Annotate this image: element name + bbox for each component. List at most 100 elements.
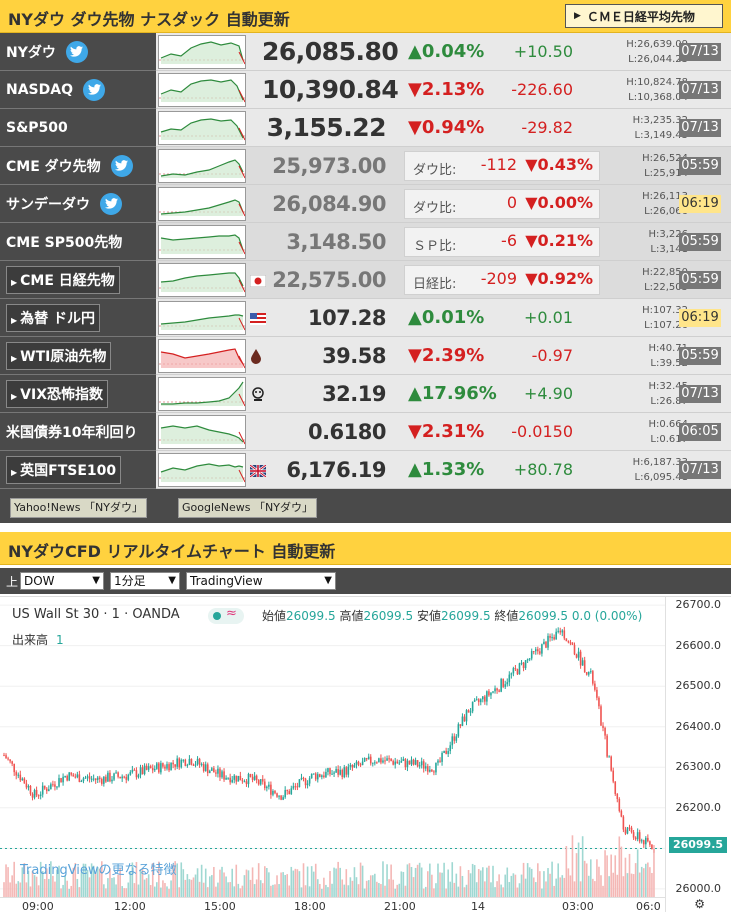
candle-body bbox=[123, 776, 126, 778]
sparkline-chart[interactable] bbox=[158, 149, 246, 183]
volume-bar bbox=[473, 865, 476, 897]
quote-label[interactable]: サンデーダウ bbox=[0, 185, 156, 223]
chart-section-title: NYダウCFD リアルタイムチャート 自動更新 bbox=[8, 542, 336, 561]
quote-label[interactable]: NYダウ bbox=[0, 33, 156, 71]
quote-label[interactable]: ▶ CME 日経先物 bbox=[0, 261, 156, 299]
low-value: L:26,044.23 bbox=[628, 54, 688, 65]
price-chart-canvas[interactable] bbox=[0, 597, 665, 897]
volume-bar bbox=[530, 868, 533, 897]
sparkline-chart[interactable] bbox=[158, 187, 246, 221]
quote-label[interactable]: ▶ 英国FTSE100 bbox=[0, 451, 156, 489]
high-low: H:6,187.33 L:6,095.41 bbox=[598, 455, 688, 485]
source-select[interactable]: TradingView ▼ bbox=[186, 572, 336, 590]
twitter-icon[interactable] bbox=[65, 40, 88, 63]
volume-bar bbox=[571, 835, 574, 897]
gear-icon[interactable]: ⚙ bbox=[694, 897, 705, 911]
volume-bar bbox=[506, 867, 509, 897]
high-value: H:6,187.33 bbox=[632, 457, 688, 468]
candle-body bbox=[443, 750, 445, 753]
candle-body bbox=[398, 762, 401, 764]
volume-bar bbox=[618, 836, 621, 897]
quote-label[interactable]: CME ダウ先物 bbox=[0, 147, 156, 185]
candle-body bbox=[231, 779, 233, 783]
quote-label-box[interactable]: ▶ VIX恐怖指数 bbox=[6, 379, 108, 408]
candle-body bbox=[496, 688, 498, 691]
candle-body bbox=[518, 663, 521, 675]
quote-label[interactable]: ▶ VIX恐怖指数 bbox=[0, 375, 156, 413]
candle-body bbox=[410, 759, 413, 765]
position-label: 上 bbox=[6, 575, 19, 589]
sparkline-chart[interactable] bbox=[158, 225, 246, 259]
quote-label[interactable]: NASDAQ bbox=[0, 71, 156, 109]
candle-body bbox=[590, 671, 592, 673]
volume-bar bbox=[384, 885, 386, 897]
volume-bar bbox=[227, 882, 229, 897]
candle-body bbox=[461, 716, 464, 726]
google-news-button[interactable]: GoogleNews 「NYダウ」 bbox=[178, 498, 317, 518]
candle-body bbox=[606, 735, 608, 757]
quote-label[interactable]: 米国債券10年利回り bbox=[0, 413, 156, 451]
volume-bar bbox=[225, 876, 227, 897]
sparkline-chart[interactable] bbox=[158, 301, 246, 335]
high-label: 高値 bbox=[339, 609, 364, 623]
volume-bar bbox=[378, 883, 380, 897]
symbol-select[interactable]: DOW ▼ bbox=[20, 572, 104, 590]
high-low: H:22,850 L:22,505 bbox=[598, 265, 688, 295]
quote-label[interactable]: ▶ WTI原油先物 bbox=[0, 337, 156, 375]
volume-bar bbox=[596, 859, 598, 897]
diff-label: ＳＰ比: bbox=[413, 239, 457, 254]
candle-body bbox=[390, 758, 392, 761]
candle-body bbox=[160, 763, 162, 773]
candle-body bbox=[465, 710, 468, 722]
quote-label-box[interactable]: ▶ CME 日経先物 bbox=[6, 265, 120, 294]
volume-bar bbox=[545, 881, 547, 897]
cme-nikkei-button[interactable]: ▶ ＣＭＥ日経平均先物 bbox=[565, 4, 723, 28]
twitter-icon[interactable] bbox=[110, 154, 133, 177]
sparkline-svg bbox=[159, 272, 245, 293]
quote-label[interactable]: ▶ 為替 ドル円 bbox=[0, 299, 156, 337]
candle-body bbox=[229, 777, 231, 783]
candle-body bbox=[396, 761, 399, 763]
candle-body bbox=[54, 784, 56, 787]
volume-bar bbox=[319, 883, 321, 897]
twitter-icon[interactable] bbox=[83, 78, 105, 101]
volume-bar bbox=[455, 873, 458, 897]
volume-bar bbox=[56, 869, 58, 897]
tradingview-promo-link[interactable]: TradingViewの更なる特徴 bbox=[20, 863, 177, 878]
quote-label-text: 英国FTSE100 bbox=[20, 462, 117, 479]
candle-body bbox=[532, 651, 535, 653]
sparkline-chart[interactable] bbox=[158, 263, 246, 297]
quote-label-box[interactable]: ▶ 為替 ドル円 bbox=[6, 303, 101, 332]
volume-bar bbox=[94, 873, 97, 897]
tradingview-chart[interactable]: US Wall St 30 · 1 · OANDA ≈ 始値26099.5 高値… bbox=[0, 596, 731, 912]
sparkline-chart[interactable] bbox=[158, 377, 246, 411]
volume-bar bbox=[300, 887, 303, 897]
sparkline-chart[interactable] bbox=[158, 35, 246, 69]
interval-select[interactable]: 1分足 ▼ bbox=[110, 572, 180, 590]
quote-price: 22,575.00 bbox=[272, 268, 386, 292]
candle-body bbox=[376, 762, 378, 764]
quote-label-box[interactable]: ▶ WTI原油先物 bbox=[6, 341, 112, 370]
price-axis[interactable]: 26700.0 26600.0 26500.0 26400.0 26300.0 26200… bbox=[665, 597, 731, 912]
diff-label: ダウ比: bbox=[413, 201, 457, 216]
market-status-pill[interactable]: ≈ bbox=[208, 606, 244, 624]
quote-label-box[interactable]: ▶ 英国FTSE100 bbox=[6, 455, 122, 484]
volume-bar bbox=[213, 866, 215, 897]
sparkline-chart[interactable] bbox=[158, 415, 246, 449]
sparkline-chart[interactable] bbox=[158, 111, 246, 145]
quote-percent: ▲17.96% bbox=[408, 383, 497, 404]
candle-body bbox=[270, 784, 272, 795]
quote-label[interactable]: S&P500 bbox=[0, 109, 156, 147]
candle-body bbox=[274, 790, 276, 794]
volume-bar bbox=[178, 887, 181, 897]
time-axis[interactable]: 09:00 12:00 15:00 18:00 21:00 14 03:00 06:0 bbox=[0, 897, 665, 912]
sparkline-chart[interactable] bbox=[158, 453, 246, 487]
twitter-icon[interactable] bbox=[100, 192, 122, 215]
quote-label[interactable]: CME SP500先物 bbox=[0, 223, 156, 261]
sparkline-chart[interactable] bbox=[158, 73, 246, 107]
volume-bar bbox=[388, 879, 390, 897]
sparkline-chart[interactable] bbox=[158, 339, 246, 373]
quote-percent: ▲0.04% bbox=[408, 41, 485, 62]
candle-body bbox=[445, 750, 447, 754]
yahoo-news-button[interactable]: Yahoo!News 「NYダウ」 bbox=[10, 498, 147, 518]
